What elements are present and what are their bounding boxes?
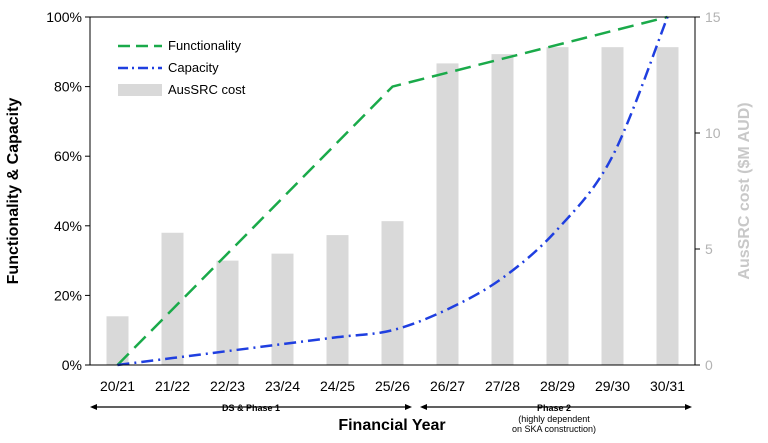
x-tick-label: 24/25 xyxy=(320,378,355,394)
cost-bar-24-25 xyxy=(326,235,349,365)
phase2-label: Phase 2 xyxy=(537,403,571,413)
cost-bar-29-30 xyxy=(601,47,624,365)
x-axis-title: Financial Year xyxy=(338,417,445,434)
right-tick-label: 10 xyxy=(705,125,721,141)
phase1-arrow-left-head xyxy=(90,404,97,410)
left-tick-label: 100% xyxy=(46,9,82,25)
phase1-arrow-right-head xyxy=(405,404,412,410)
left-y-ticks: 0% 20% 40% 60% 80% 100% xyxy=(46,9,90,373)
x-tick-label: 20/21 xyxy=(100,378,135,394)
left-tick-label: 0% xyxy=(62,357,82,373)
cost-bar-28-29 xyxy=(546,47,569,365)
cost-bar-25-26 xyxy=(381,221,404,365)
x-tick-label: 28/29 xyxy=(540,378,575,394)
phase2-arrow-left-head xyxy=(420,404,427,410)
x-tick-label: 29/30 xyxy=(595,378,630,394)
cost-bar-22-23 xyxy=(216,260,239,365)
left-tick-label: 60% xyxy=(54,148,82,164)
plot-frame xyxy=(89,16,696,366)
phase2-sublabel-2: on SKA construction) xyxy=(512,424,596,434)
axes xyxy=(89,16,696,366)
right-tick-label: 0 xyxy=(705,357,713,373)
right-tick-label: 5 xyxy=(705,241,713,257)
x-tick-label: 25/26 xyxy=(375,378,410,394)
left-tick-label: 40% xyxy=(54,218,82,234)
series-lines xyxy=(116,15,669,367)
left-tick-label: 20% xyxy=(54,287,82,303)
cost-bar-21-22 xyxy=(161,232,184,365)
phase2-sublabel-1: (highly dependent xyxy=(518,414,590,424)
phase1-label: DS & Phase 1 xyxy=(222,403,280,413)
right-tick-label: 15 xyxy=(705,9,721,25)
legend-functionality-label: Functionality xyxy=(168,38,241,53)
x-tick-label: 27/28 xyxy=(485,378,520,394)
x-tick-label: 21/22 xyxy=(155,378,190,394)
right-axis-title: AusSRC cost ($M AUD) xyxy=(736,102,753,279)
legend: Functionality Capacity AusSRC cost xyxy=(118,38,246,97)
legend-cost-swatch xyxy=(118,84,162,96)
functionality-line xyxy=(116,15,668,366)
phase2-arrow-right-head xyxy=(685,404,692,410)
phase-annotations: DS & Phase 1 Phase 2 (highly dependent o… xyxy=(90,403,692,434)
legend-cost-label: AusSRC cost xyxy=(168,82,246,97)
left-axis-title: Functionality & Capacity xyxy=(5,98,22,285)
x-tick-label: 30/31 xyxy=(650,378,685,394)
x-tick-label: 26/27 xyxy=(430,378,465,394)
cost-bar-20-21 xyxy=(106,316,129,365)
x-tick-label: 23/24 xyxy=(265,378,300,394)
left-tick-label: 80% xyxy=(54,79,82,95)
cost-bar-26-27 xyxy=(436,63,459,366)
cost-bar-23-24 xyxy=(271,253,294,365)
cost-bars xyxy=(106,47,679,366)
right-y-ticks: 0 5 10 15 xyxy=(695,9,721,373)
x-tick-label: 22/23 xyxy=(210,378,245,394)
cost-bar-30-31 xyxy=(656,47,679,365)
cost-bar-27-28 xyxy=(491,54,514,366)
capacity-line xyxy=(117,16,669,367)
legend-capacity-label: Capacity xyxy=(168,60,219,75)
x-ticks: 20/21 21/22 22/23 23/24 24/25 25/26 26/27 27/28… xyxy=(100,378,685,394)
